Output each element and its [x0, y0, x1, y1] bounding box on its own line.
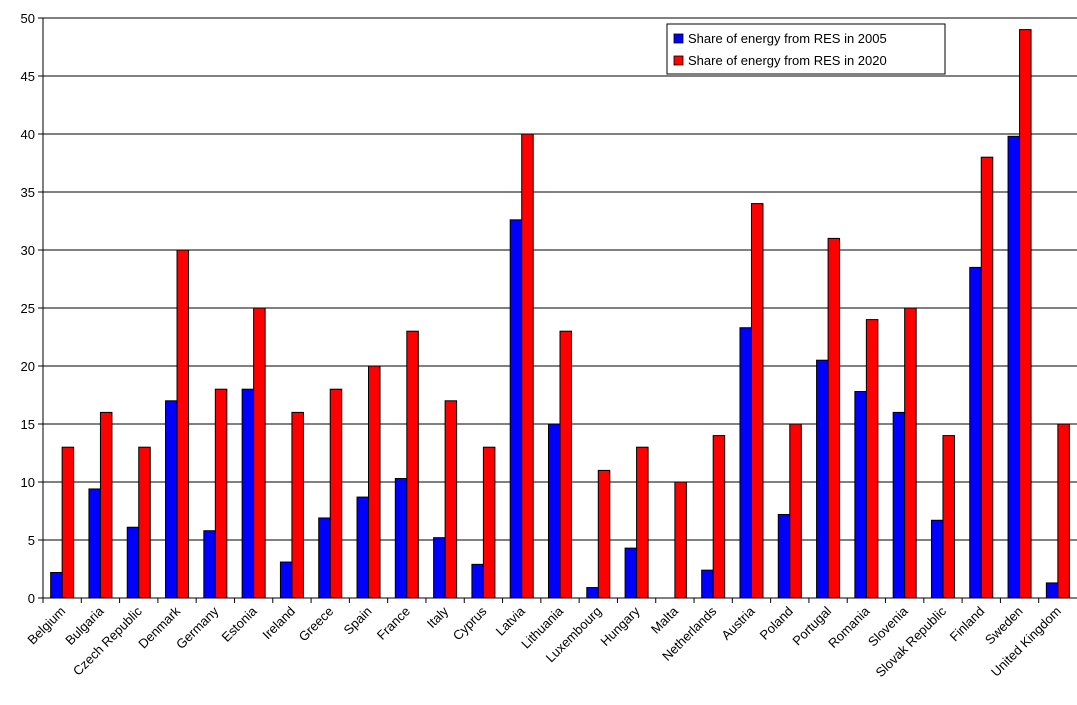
x-tick-label: Greece	[296, 604, 337, 645]
x-tick-label: Romania	[825, 603, 873, 651]
bar-2020	[865, 319, 879, 599]
bar-2020	[61, 446, 75, 599]
legend-swatch-2005	[673, 33, 684, 44]
x-tick-label: Estonia	[218, 603, 260, 645]
bar-2020	[444, 400, 458, 599]
bar-2005	[88, 488, 101, 599]
bar-2005	[471, 563, 484, 599]
bar-2020	[712, 435, 726, 599]
y-tick-label: 15	[21, 417, 35, 432]
legend: Share of energy from RES in 2005 Share o…	[666, 23, 946, 75]
bar-2005	[777, 513, 791, 599]
bar-2020	[291, 411, 304, 599]
bar-2020	[636, 446, 649, 599]
y-tick-label: 45	[21, 69, 35, 84]
y-tick-label: 5	[28, 533, 35, 548]
y-tick-label: 35	[21, 185, 35, 200]
bar-2005	[854, 391, 867, 599]
x-tick-label: France	[374, 604, 413, 643]
bar-2005	[548, 423, 561, 599]
bar-2005	[279, 561, 293, 599]
x-tick-label: Spain	[341, 604, 375, 638]
bar-2020	[138, 446, 151, 599]
legend-label-2005: Share of energy from RES in 2005	[688, 31, 887, 46]
bar-2020	[827, 237, 841, 599]
legend-swatch-2020	[673, 55, 684, 66]
legend-label-2020: Share of energy from RES in 2020	[688, 53, 887, 68]
bar-2020	[980, 156, 994, 599]
y-tick-label: 20	[21, 359, 35, 374]
legend-box	[666, 23, 946, 75]
x-tick-label: Latvia	[493, 603, 529, 639]
bar-2020	[368, 365, 381, 599]
bar-2020	[329, 388, 343, 599]
x-tick-label: Malta	[648, 603, 682, 637]
bar-2005	[1045, 582, 1059, 599]
bar-2005	[816, 359, 829, 599]
bar-2005	[433, 537, 446, 599]
y-tick-labels: 0 5 10 15 20 25 30 35 40 45 50	[21, 11, 35, 606]
bar-2020	[789, 423, 802, 599]
bar-2005	[969, 266, 982, 599]
bar-2020	[904, 307, 917, 599]
bars	[50, 29, 1070, 599]
x-tick-label: Ireland	[259, 604, 298, 643]
bar-2020	[942, 435, 955, 599]
y-tick-label: 25	[21, 301, 35, 316]
bar-2005	[126, 526, 140, 599]
bar-2005	[739, 327, 752, 599]
y-tick-label: 30	[21, 243, 35, 258]
bar-2020	[253, 307, 266, 599]
x-tick-label: Hungary	[597, 603, 643, 649]
y-tick-label: 0	[28, 591, 35, 606]
x-tick-label: Finland	[947, 604, 988, 645]
bar-2005	[586, 587, 599, 599]
bar-2005	[165, 400, 178, 599]
y-tick-label: 50	[21, 11, 35, 26]
bar-2020	[99, 411, 113, 599]
bar-2005	[356, 496, 370, 599]
bar-2005	[509, 219, 523, 599]
y-tick-label: 10	[21, 475, 35, 490]
bar-2020	[406, 330, 419, 599]
bar-2005	[892, 411, 906, 599]
bar-2005	[203, 530, 216, 599]
bar-2005	[1007, 135, 1021, 599]
bar-2020	[674, 481, 687, 599]
bar-2020	[176, 249, 190, 599]
bar-2020	[597, 469, 611, 599]
bar-2005	[701, 569, 714, 599]
bar-2020	[750, 203, 764, 599]
x-tick-label: Slovak Republic	[873, 603, 950, 680]
x-tick-label: Austria	[718, 603, 758, 643]
bar-2020	[1057, 423, 1070, 599]
bar-2005	[318, 517, 331, 599]
bar-2020	[482, 446, 496, 599]
x-tick-label: Germany	[173, 603, 222, 652]
x-tick-label: United Kingdom	[988, 604, 1064, 680]
x-tick-label: Italy	[424, 603, 452, 631]
bar-2005	[241, 388, 255, 599]
y-tick-label: 40	[21, 127, 35, 142]
bar-2005	[394, 478, 408, 599]
bar-2005	[50, 571, 63, 599]
x-tick-label: Cyprus	[450, 603, 490, 643]
bar-2020	[521, 133, 534, 599]
bar-2005	[624, 547, 638, 599]
bar-2020	[559, 330, 572, 599]
bar-2020	[214, 388, 228, 599]
bar-2005	[930, 519, 944, 599]
x-tick-label: Belgium	[24, 604, 68, 648]
axes	[38, 17, 1077, 603]
bar-2020	[1019, 29, 1032, 599]
